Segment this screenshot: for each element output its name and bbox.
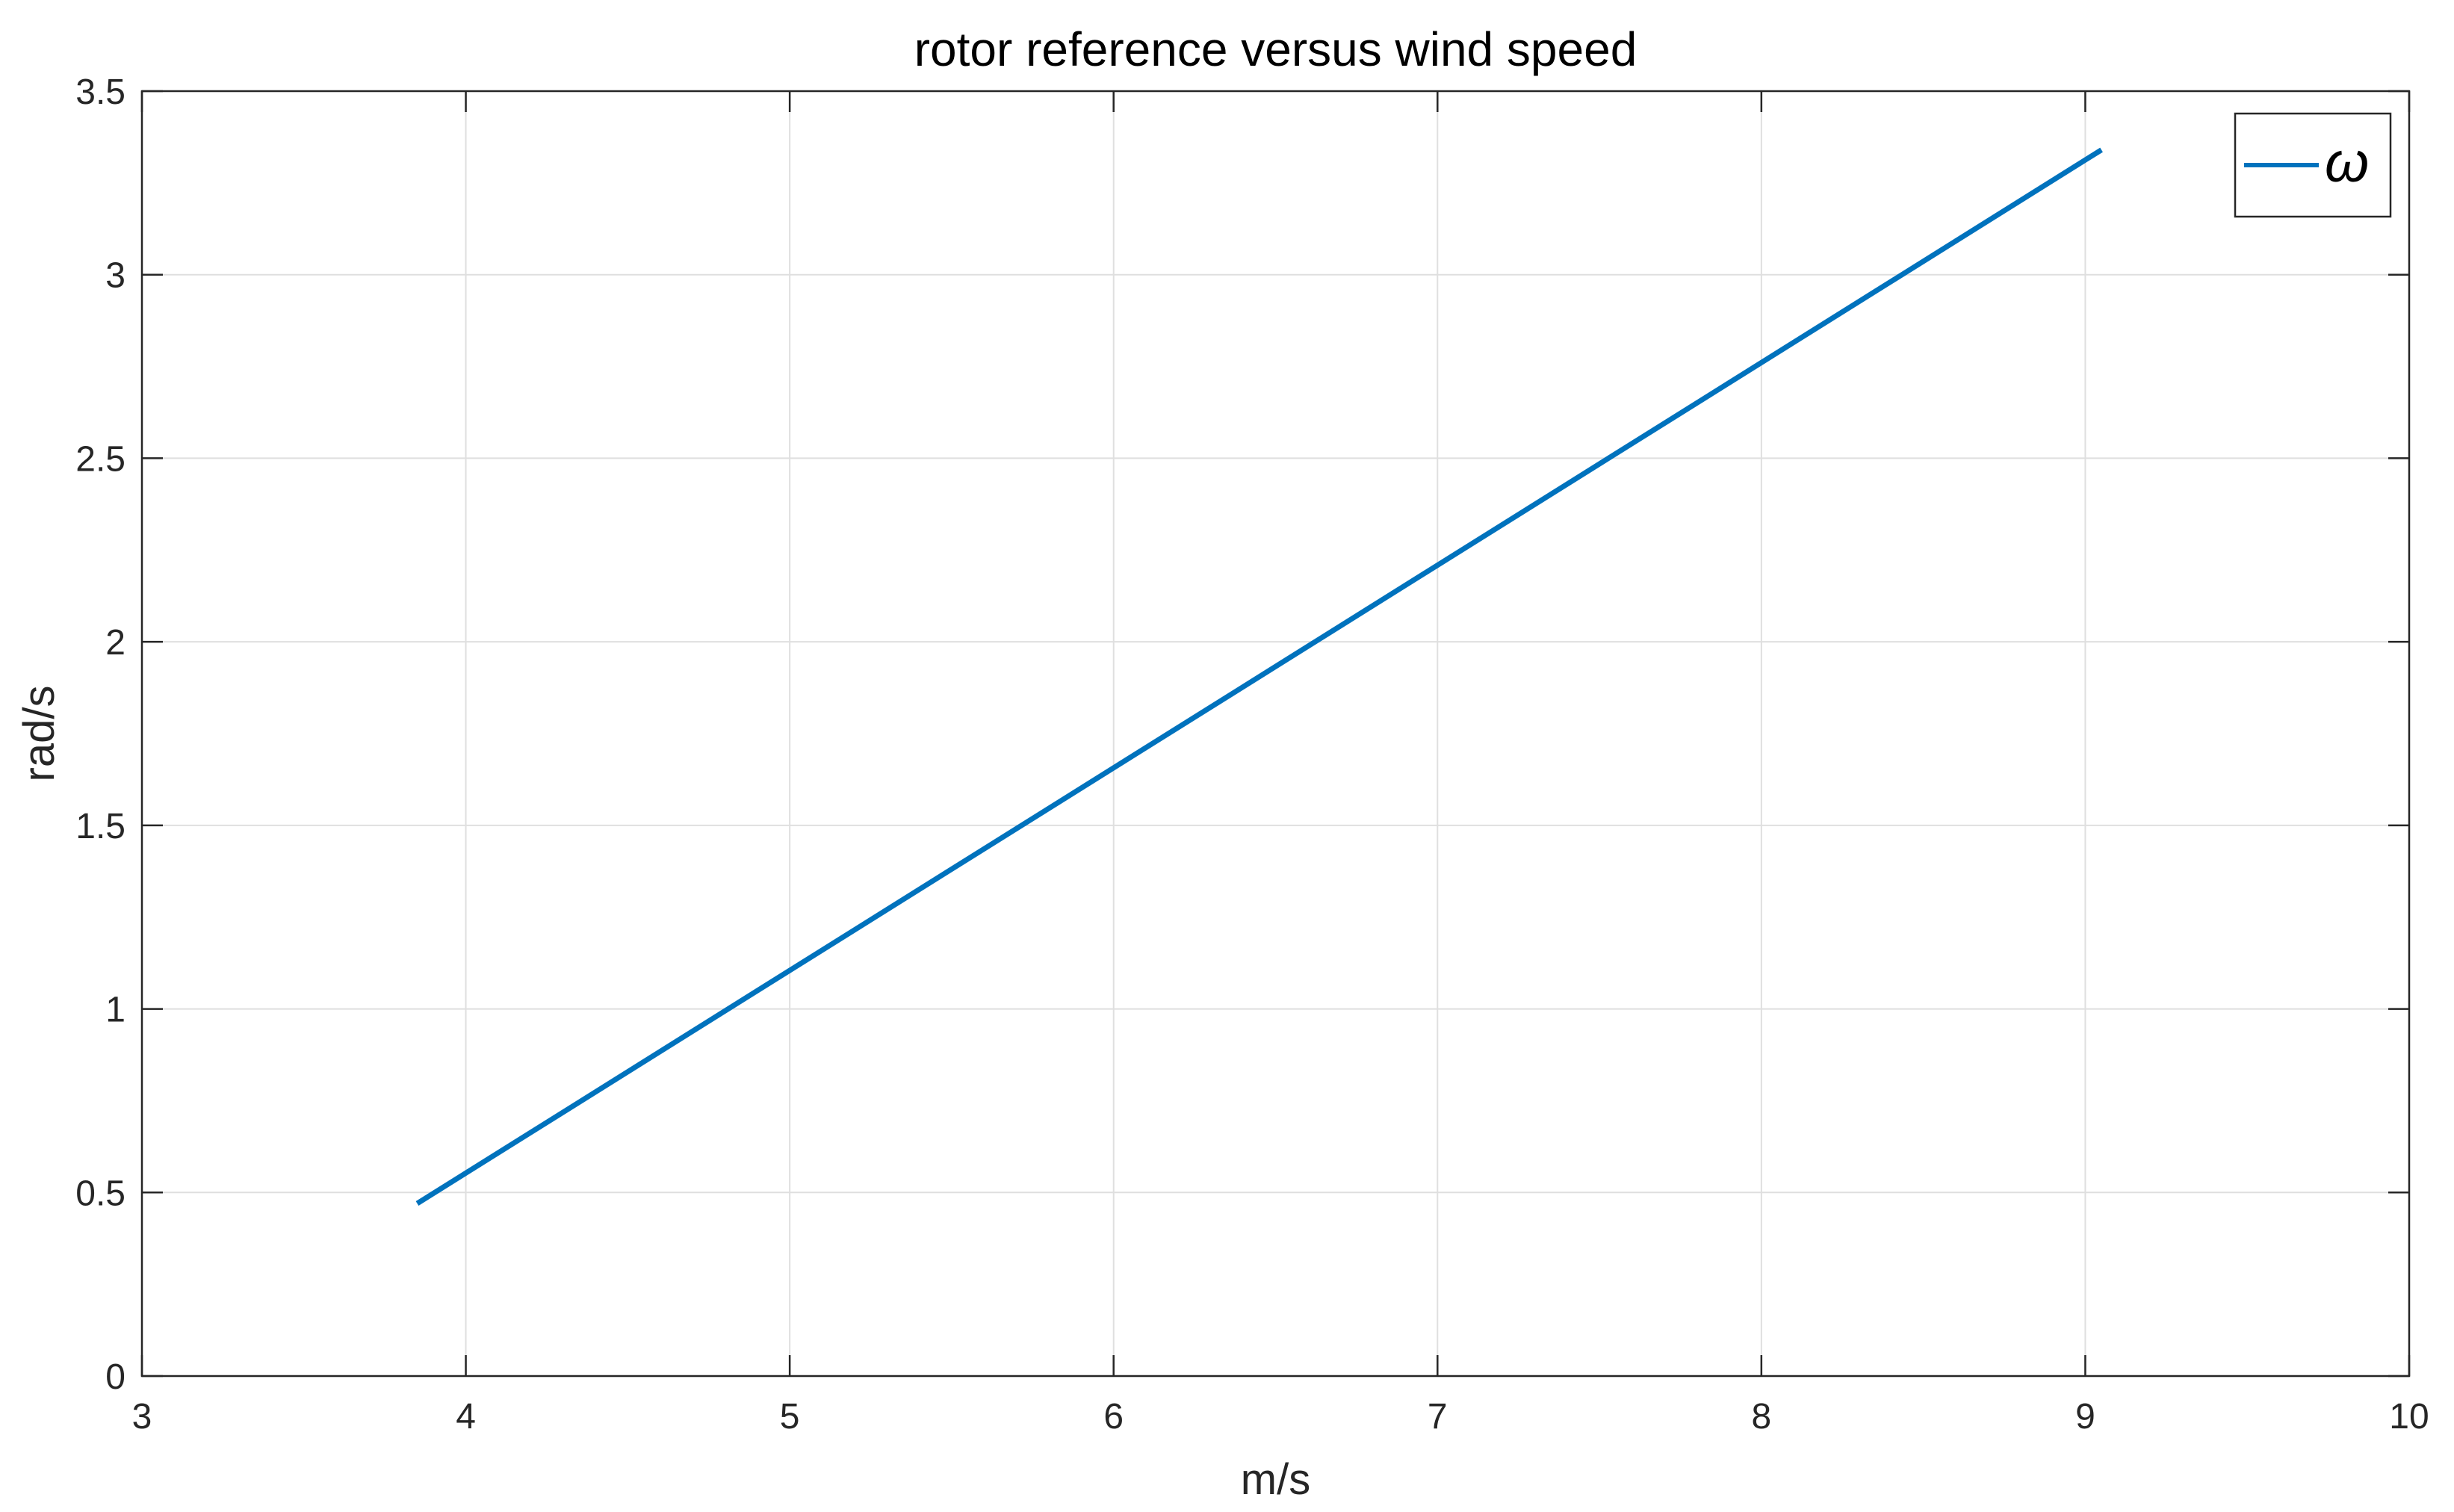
y-tick-label: 1.5: [75, 807, 126, 846]
y-tick-label: 3: [105, 256, 126, 296]
x-axis-label: m/s: [1241, 1455, 1310, 1504]
y-tick-label: 0: [105, 1357, 126, 1397]
y-tick-label: 1: [105, 991, 126, 1030]
y-tick-label: 2: [105, 623, 126, 663]
x-tick-label: 9: [2075, 1397, 2095, 1437]
x-tick-label: 6: [1103, 1397, 1124, 1437]
x-tick-label: 10: [2389, 1397, 2429, 1437]
y-tick-label: 2.5: [75, 439, 126, 479]
x-tick-label: 7: [1428, 1397, 1448, 1437]
y-axis-label: rad/s: [15, 686, 63, 782]
y-tick-label: 3.5: [75, 72, 126, 112]
plot-area-frame: [140, 90, 2411, 1378]
legend-series-label: ω: [2325, 131, 2369, 194]
legend: ω: [2234, 112, 2392, 218]
y-tick-label: 0.5: [75, 1174, 126, 1213]
x-tick-label: 8: [1752, 1397, 1772, 1437]
x-tick-label: 3: [132, 1397, 152, 1437]
chart-title: rotor reference versus wind speed: [914, 22, 1637, 76]
x-tick-label: 4: [456, 1397, 476, 1437]
series-line-omega: [415, 147, 2103, 1206]
tick-label-layer: 3 4 5 6 7 8 9 10 0 0.5 1 1.5 2 2.5 3 3.5: [75, 72, 2429, 1437]
x-tick-label: 5: [780, 1397, 800, 1437]
series-layer: [415, 147, 2103, 1206]
tick-layer: [140, 90, 2411, 1378]
